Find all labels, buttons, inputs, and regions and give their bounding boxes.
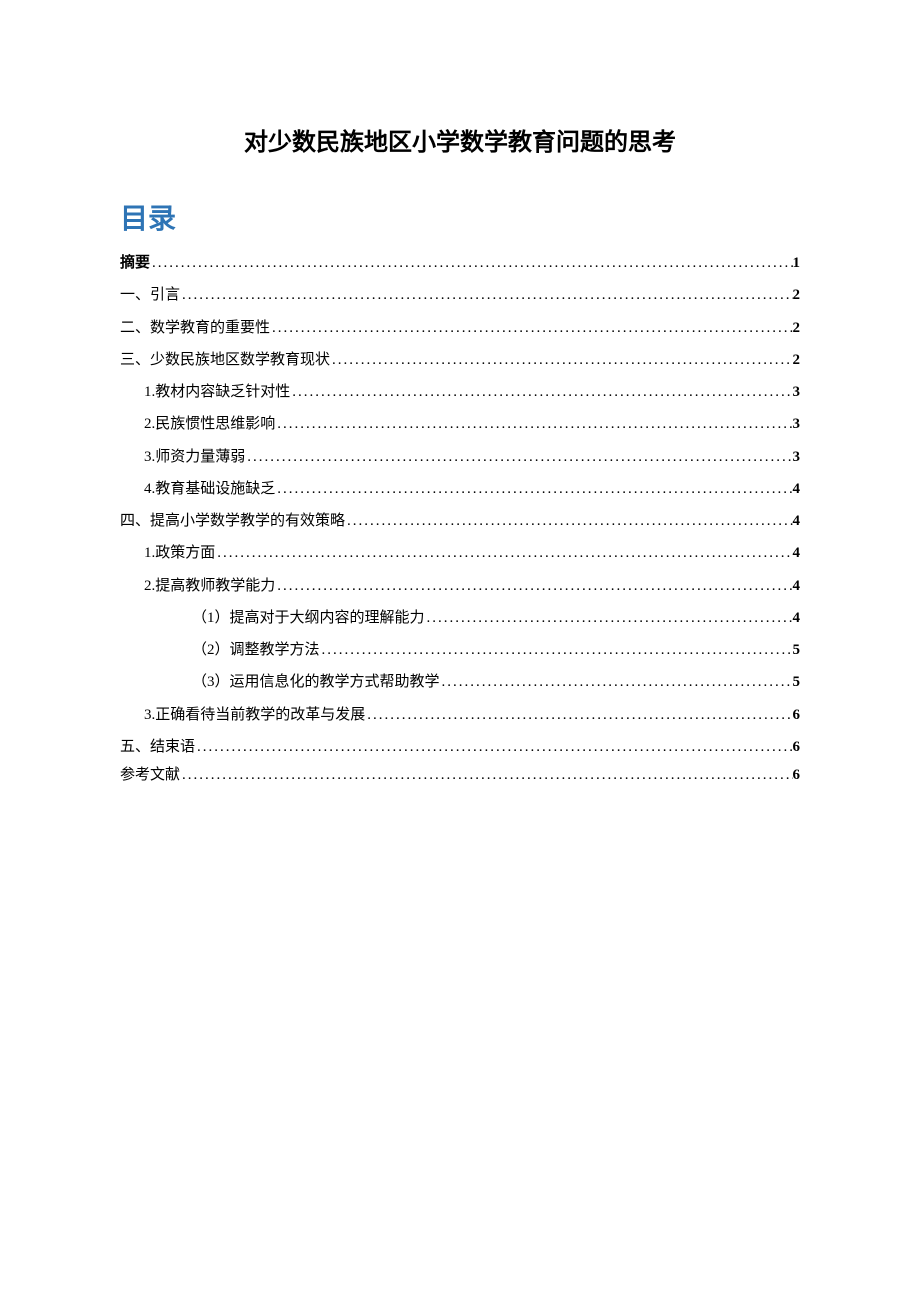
toc-entry-label: （3）运用信息化的教学方式帮助教学 [192, 666, 440, 698]
toc-entry: 二、数学教育的重要性 2 [120, 312, 800, 344]
toc-heading: 目录 [120, 197, 800, 237]
toc-entry-label: （1）提高对于大纲内容的理解能力 [192, 602, 425, 634]
toc-entry-page: 2 [793, 312, 801, 344]
toc-leader-dots [215, 537, 792, 569]
toc-leader-dots [275, 408, 792, 440]
toc-entry-label: 1.教材内容缺乏针对性 [144, 376, 290, 408]
toc-entry: （2）调整教学方法 5 [120, 634, 800, 666]
toc-entry-page: 6 [793, 731, 801, 763]
toc-entry: 1.政策方面 4 [120, 537, 800, 569]
toc-entry-label: 五、结束语 [120, 731, 195, 763]
toc-leader-dots [180, 279, 792, 311]
document-title: 对少数民族地区小学数学教育问题的思考 [120, 122, 800, 157]
toc-entry-label: 3.正确看待当前教学的改革与发展 [144, 699, 365, 731]
toc-leader-dots [195, 731, 792, 763]
toc-entry-label: 3.师资力量薄弱 [144, 441, 245, 473]
toc-entry: 一、引言 2 [120, 279, 800, 311]
document-page: 对少数民族地区小学数学教育问题的思考 目录 摘要1一、引言2二、数学教育的重要性… [0, 0, 920, 789]
toc-entry-page: 4 [793, 473, 801, 505]
toc-entry-label: 一、引言 [120, 279, 180, 311]
toc-entry: 4.教育基础设施缺乏 4 [120, 473, 800, 505]
toc-entry-label: 4.教育基础设施缺乏 [144, 473, 275, 505]
toc-entry: （1）提高对于大纲内容的理解能力 4 [120, 602, 800, 634]
toc-entry: 3.正确看待当前教学的改革与发展 6 [120, 699, 800, 731]
toc-entry: 1.教材内容缺乏针对性 3 [120, 376, 800, 408]
toc-entry-page: 3 [793, 408, 801, 440]
toc-entry-page: 4 [793, 537, 801, 569]
toc-entry-label: 三、少数民族地区数学教育现状 [120, 344, 330, 376]
toc-leader-dots [365, 699, 792, 731]
toc-entry-label: 四、提高小学数学教学的有效策略 [120, 505, 345, 537]
toc-entry-page: 5 [793, 666, 801, 698]
toc-entry: （3）运用信息化的教学方式帮助教学 5 [120, 666, 800, 698]
toc-leader-dots [440, 666, 793, 698]
toc-entry-page: 4 [793, 602, 801, 634]
toc-leader-dots [275, 570, 792, 602]
table-of-contents: 摘要1一、引言2二、数学教育的重要性2三、少数民族地区数学教育现状21.教材内容… [120, 247, 800, 789]
toc-leader-dots [180, 763, 792, 789]
toc-leader-dots [245, 441, 792, 473]
toc-entry-page: 3 [793, 441, 801, 473]
toc-entry-page: 4 [793, 505, 801, 537]
toc-entry-page: 2 [793, 344, 801, 376]
toc-entry-page: 4 [793, 570, 801, 602]
toc-entry: 3.师资力量薄弱 3 [120, 441, 800, 473]
toc-entry-label: 参考文献 [120, 763, 180, 789]
toc-leader-dots [150, 247, 792, 279]
toc-entry-label: 1.政策方面 [144, 537, 215, 569]
toc-entry: 四、提高小学数学教学的有效策略 4 [120, 505, 800, 537]
toc-leader-dots [330, 344, 792, 376]
toc-entry: 五、结束语 6 [120, 731, 800, 763]
toc-entry-page: 6 [793, 763, 801, 789]
toc-leader-dots [345, 505, 792, 537]
toc-entry-page: 6 [793, 699, 801, 731]
toc-entry: 参考文献 6 [120, 763, 800, 789]
toc-leader-dots [275, 473, 792, 505]
toc-entry-label: 二、数学教育的重要性 [120, 312, 270, 344]
toc-entry-page: 5 [793, 634, 801, 666]
toc-entry: 2.提高教师教学能力 4 [120, 570, 800, 602]
toc-entry: 2.民族惯性思维影响 3 [120, 408, 800, 440]
toc-entry-page: 2 [793, 279, 801, 311]
toc-entry-label: 摘要 [120, 247, 150, 279]
toc-entry-label: 2.民族惯性思维影响 [144, 408, 275, 440]
toc-leader-dots [425, 602, 793, 634]
toc-entry-label: 2.提高教师教学能力 [144, 570, 275, 602]
toc-leader-dots [320, 634, 793, 666]
toc-leader-dots [290, 376, 792, 408]
toc-entry-page: 1 [793, 247, 801, 279]
toc-leader-dots [270, 312, 792, 344]
toc-entry-page: 3 [793, 376, 801, 408]
toc-entry: 三、少数民族地区数学教育现状 2 [120, 344, 800, 376]
toc-entry-label: （2）调整教学方法 [192, 634, 320, 666]
toc-entry: 摘要 1 [120, 247, 800, 279]
